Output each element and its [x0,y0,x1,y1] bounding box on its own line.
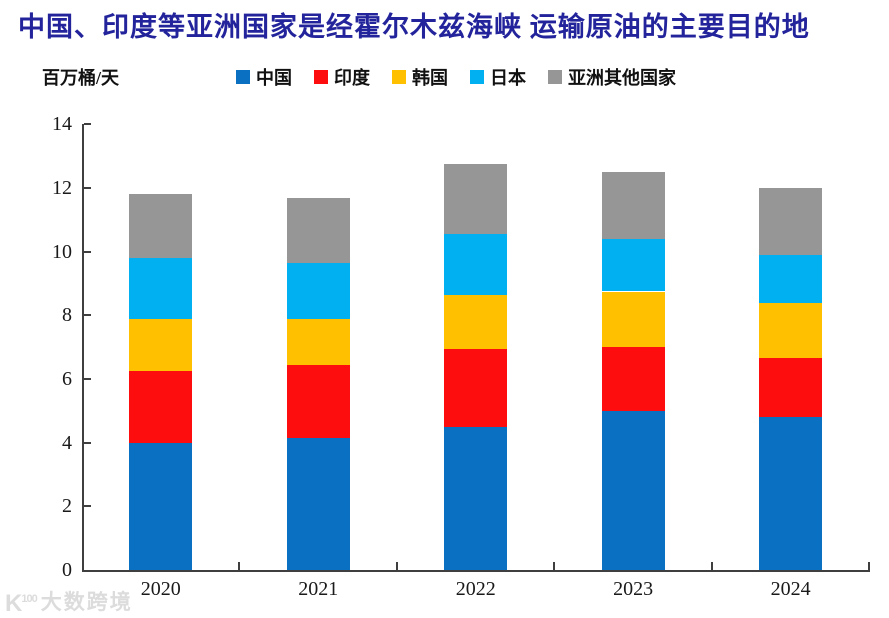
legend-item-2: 印度 [314,64,370,90]
x-axis-tick-mark [553,562,556,571]
bar-segment-2022-韩国 [444,294,508,349]
y-axis-line [82,124,84,572]
x-axis-category-label: 2023 [613,578,654,600]
bar-segment-2021-韩国 [286,318,350,365]
y-axis-tick-mark [84,250,91,253]
bar-segment-2021-印度 [286,364,350,438]
y-axis-tick-mark [84,314,91,317]
chart-legend: 中国 印度 韩国 日本 亚洲其他国家 [236,64,676,90]
x-axis-line [82,570,870,572]
watermark-text: 大数跨境 [40,591,133,614]
bar-segment-2021-日本 [286,262,350,319]
bar-segment-2024-印度 [759,358,823,418]
x-axis-category-label: 2021 [298,578,339,600]
legend-swatch-icon [236,70,250,84]
y-axis-tick-mark [84,123,91,126]
bar-segment-2022-中国 [444,426,508,570]
legend-item-4: 日本 [470,64,526,90]
legend-swatch-icon [392,70,406,84]
y-axis-tick-label: 0 [62,559,72,581]
x-axis-tick-mark [395,562,398,571]
bar-segment-2021-亚洲其他国家 [286,197,350,263]
legend-item-1: 中国 [236,64,292,90]
legend-label: 印度 [334,68,370,88]
bar-segment-2024-中国 [759,417,823,570]
x-axis-tick-mark [238,562,241,571]
y-axis-tick-mark [84,187,91,190]
x-axis-category-label: 2022 [455,578,496,600]
y-axis-unit-label: 百万桶/天 [42,68,120,88]
bar-segment-2022-日本 [444,234,508,295]
x-axis-tick-mark [710,562,713,571]
legend-label: 亚洲其他国家 [568,68,676,88]
y-axis-tick-mark [84,378,91,381]
y-axis-tick-mark [84,505,91,508]
bar-segment-2020-印度 [129,371,193,443]
bar-segment-2023-亚洲其他国家 [601,172,665,239]
watermark: K100 大数跨境 [5,586,133,616]
y-axis-tick-mark [84,441,91,444]
x-axis-category-label: 2024 [770,578,811,600]
bar-segment-2023-印度 [601,347,665,411]
y-axis-tick-label: 10 [52,240,72,263]
bar-segment-2020-日本 [129,258,193,319]
bar-segment-2022-印度 [444,348,508,427]
legend-label: 韩国 [412,68,448,88]
bar-segment-2024-韩国 [759,302,823,359]
bar-segment-2024-亚洲其他国家 [759,188,823,255]
bar-segment-2024-日本 [759,254,823,303]
x-axis-tick-mark [868,562,871,571]
legend-item-5: 亚洲其他国家 [548,64,676,90]
legend-label: 日本 [490,68,526,88]
chart-title: 中国、印度等亚洲国家是经霍尔木兹海峡 运输原油的主要目的地 [18,12,810,42]
bar-segment-2020-亚洲其他国家 [129,194,193,259]
legend-item-3: 韩国 [392,64,448,90]
y-axis-tick-label: 14 [52,113,72,136]
bar-segment-2020-韩国 [129,318,193,372]
y-axis-tick-label: 12 [52,177,72,200]
y-axis-tick-label: 8 [62,304,72,327]
bar-segment-2023-韩国 [601,291,665,348]
bar-segment-2023-中国 [601,410,665,570]
bar-segment-2023-日本 [601,238,665,292]
legend-swatch-icon [548,70,562,84]
bar-segment-2020-中国 [129,442,193,570]
y-axis-tick-label: 2 [62,495,72,518]
legend-swatch-icon [314,70,328,84]
watermark-logo-icon: K100 [5,589,38,617]
bar-segment-2021-中国 [286,437,350,570]
y-axis-tick-label: 4 [62,431,72,454]
x-axis-category-label: 2020 [140,578,181,600]
legend-label: 中国 [256,68,292,88]
y-axis-tick-label: 6 [62,368,72,391]
legend-swatch-icon [470,70,484,84]
bar-segment-2022-亚洲其他国家 [444,164,508,235]
